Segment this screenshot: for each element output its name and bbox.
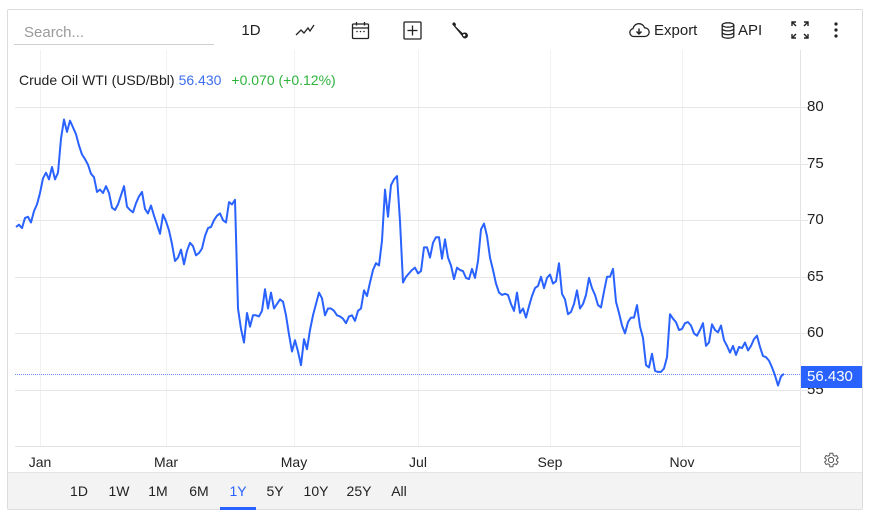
more-vertical-icon	[834, 22, 838, 38]
range-tab-1w[interactable]: 1W	[108, 483, 130, 499]
range-selector: 1D 1W 1M 6M 1Y 5Y 10Y 25Y All	[8, 472, 862, 510]
settings-tool-button[interactable]	[448, 18, 470, 42]
chart-settings-button[interactable]	[822, 451, 840, 469]
search-input[interactable]	[14, 20, 214, 45]
gear-icon	[823, 452, 839, 468]
api-label: API	[738, 21, 763, 39]
chart-widget-frame	[7, 9, 863, 510]
range-tab-all[interactable]: All	[391, 483, 407, 499]
price-change: +0.070 (+0.12%)	[231, 72, 336, 88]
x-tick-label: Sep	[537, 454, 563, 470]
range-tab-1y[interactable]: 1Y	[220, 473, 256, 510]
last-price: 56.430	[178, 72, 222, 88]
more-options-button[interactable]	[828, 18, 844, 42]
plus-box-icon	[402, 20, 422, 40]
last-price-tag: 56.430	[801, 366, 862, 388]
fullscreen-button[interactable]	[788, 18, 812, 42]
fullscreen-icon	[791, 21, 809, 39]
range-tab-1m[interactable]: 1M	[148, 483, 168, 499]
interval-button[interactable]: 1D	[241, 21, 261, 39]
y-tick-label: 80	[807, 98, 824, 115]
wrench-icon	[452, 22, 468, 39]
x-tick-label: Mar	[153, 454, 179, 470]
calendar-button[interactable]	[348, 18, 372, 42]
add-indicator-button[interactable]	[400, 18, 424, 42]
chart-type-button[interactable]	[292, 18, 318, 42]
y-tick-label: 60	[807, 324, 824, 342]
chart-toolbar: 1D Export API	[0, 0, 871, 50]
range-tab-25y[interactable]: 25Y	[346, 483, 372, 499]
export-button[interactable]: Export	[628, 18, 700, 42]
price-line	[15, 118, 785, 387]
y-tick-label: 65	[807, 267, 824, 285]
x-tick-label: Jan	[28, 454, 52, 470]
cloud-download-icon	[629, 23, 650, 38]
api-button[interactable]: API	[721, 18, 767, 42]
x-tick-label: May	[280, 454, 308, 470]
line-chart-icon	[295, 24, 315, 36]
x-tick-label: Nov	[669, 454, 695, 470]
range-tab-10y[interactable]: 10Y	[303, 483, 329, 499]
chart-legend: Crude Oil WTI (USD/Bbl) 56.430 +0.070 (+0.…	[19, 72, 336, 88]
y-tick-label: 75	[807, 154, 824, 172]
x-tick-label: Jul	[409, 454, 427, 470]
y-tick-label: 70	[807, 211, 824, 229]
database-icon	[721, 21, 735, 39]
range-tab-6m[interactable]: 6M	[189, 483, 209, 499]
range-tab-1d[interactable]: 1D	[70, 483, 88, 499]
instrument-name: Crude Oil WTI (USD/Bbl)	[19, 72, 175, 88]
calendar-icon	[351, 21, 369, 39]
export-label: Export	[654, 21, 698, 39]
range-tab-5y[interactable]: 5Y	[266, 483, 284, 499]
